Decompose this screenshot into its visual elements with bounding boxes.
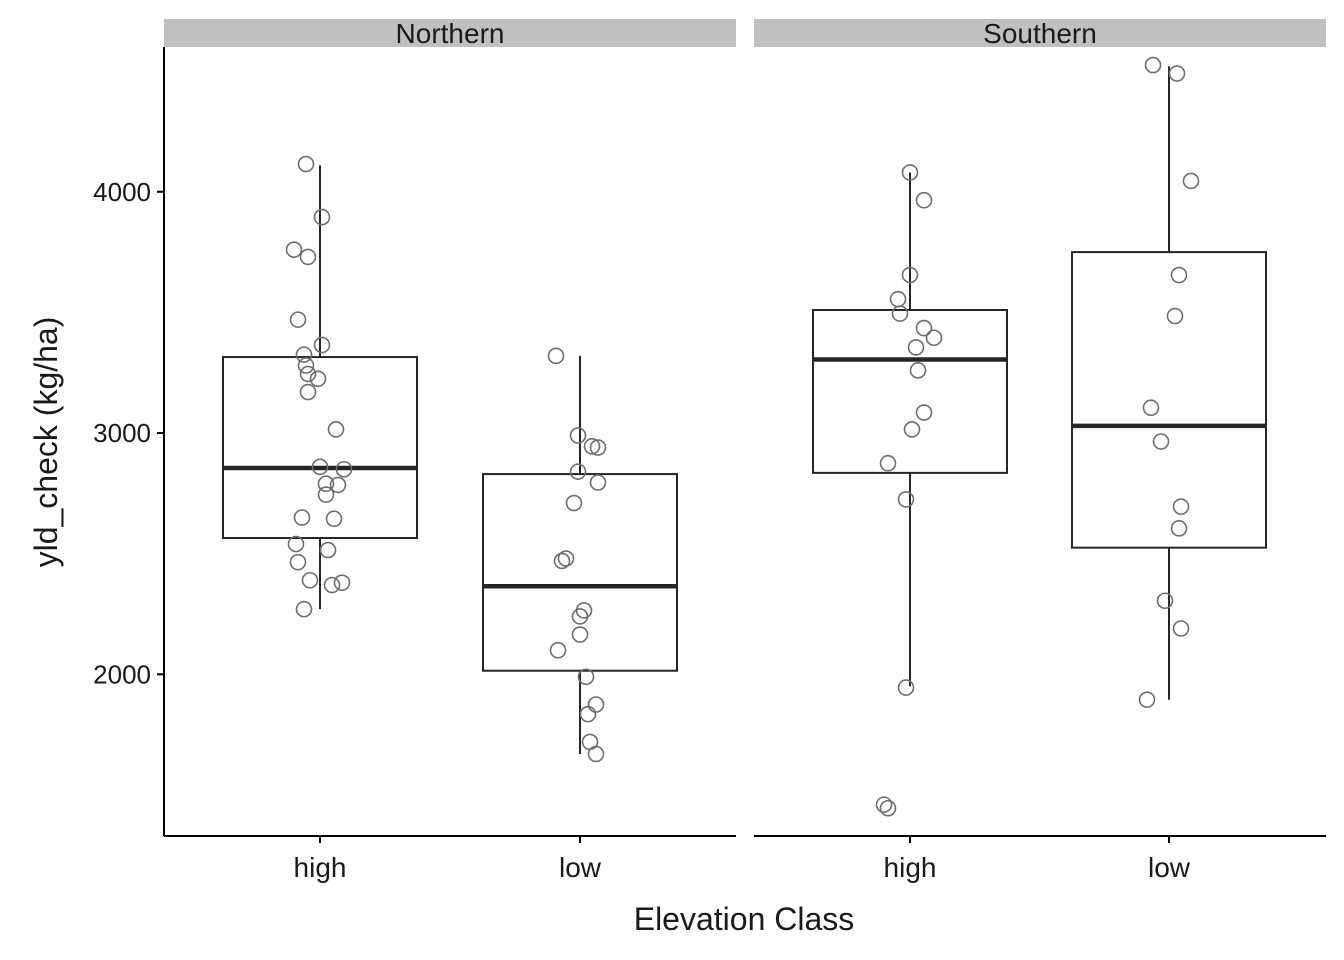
- data-point: [317, 486, 335, 503]
- data-point: [287, 535, 305, 553]
- data-point: [1144, 56, 1162, 74]
- x-tick-label: low: [1148, 852, 1191, 883]
- data-point: [915, 319, 933, 337]
- data-point: [579, 705, 597, 723]
- data-point: [1182, 172, 1200, 190]
- data-point: [915, 404, 933, 421]
- data-point: [299, 248, 317, 266]
- facet-panel-southern: Southern high low: [754, 18, 1326, 883]
- data-point: [1142, 399, 1160, 417]
- data-point: [583, 438, 601, 455]
- data-point: [577, 668, 595, 686]
- box-northern-low: low: [482, 347, 678, 883]
- data-point: [319, 541, 337, 559]
- data-point: [891, 305, 909, 322]
- data-point: [317, 475, 335, 493]
- data-point: [925, 329, 943, 347]
- data-point: [1170, 266, 1188, 284]
- data-point: [313, 336, 331, 354]
- data-point: [289, 553, 307, 571]
- data-point: [557, 550, 575, 567]
- data-point: [589, 474, 607, 491]
- data-point: [907, 339, 925, 356]
- facet-strip: [164, 19, 736, 47]
- data-point: [301, 571, 319, 589]
- data-point: [329, 476, 347, 494]
- data-point: [571, 626, 589, 643]
- data-point: [569, 463, 587, 480]
- data-point: [875, 796, 893, 813]
- data-point: [299, 365, 317, 383]
- data-point: [553, 552, 571, 570]
- y-tick-label: 3000: [93, 418, 151, 448]
- data-point: [313, 208, 331, 226]
- iqr-box: [1071, 251, 1267, 549]
- x-tick-label: high: [884, 852, 937, 883]
- data-point: [323, 576, 341, 594]
- data-point: [549, 641, 567, 659]
- data-point: [909, 362, 927, 379]
- data-point: [903, 421, 921, 438]
- data-point: [335, 460, 353, 478]
- data-point: [327, 421, 345, 438]
- data-point: [889, 290, 907, 308]
- facet-strip-label: Northern: [396, 18, 505, 49]
- panels-layer: Northern 2000 3000 4000 high low Southern high l…: [93, 18, 1326, 883]
- data-point: [587, 745, 605, 763]
- y-tick-label: 2000: [93, 659, 151, 689]
- data-point: [1170, 520, 1188, 537]
- data-point: [293, 509, 311, 526]
- data-point: [879, 799, 897, 817]
- iqr-box: [222, 356, 418, 540]
- data-point: [571, 608, 589, 625]
- box-southern-high: high: [812, 164, 1008, 883]
- data-point: [1172, 620, 1190, 637]
- data-point: [897, 679, 915, 696]
- data-point: [1166, 307, 1184, 325]
- x-tick-label: high: [294, 852, 347, 883]
- x-axis-label: Elevation Class: [634, 901, 855, 937]
- facet-panel-northern: Northern 2000 3000 4000 high low: [93, 18, 736, 883]
- data-point: [297, 357, 315, 374]
- data-point: [295, 600, 313, 618]
- x-tick-label: low: [559, 852, 602, 883]
- data-point: [325, 510, 343, 528]
- iqr-box: [482, 473, 678, 672]
- data-point: [915, 191, 933, 209]
- data-point: [897, 491, 915, 508]
- data-point: [285, 241, 303, 258]
- iqr-box: [812, 309, 1008, 474]
- data-point: [1156, 592, 1174, 610]
- data-point: [289, 311, 307, 328]
- data-point: [569, 427, 587, 444]
- data-point: [333, 574, 351, 591]
- data-point: [1138, 691, 1156, 708]
- box-northern-high: high: [222, 155, 418, 883]
- data-point: [311, 458, 329, 476]
- data-point: [565, 494, 583, 512]
- data-point: [589, 439, 607, 456]
- y-axis-label: yld_check (kg/ha): [28, 317, 64, 568]
- data-point: [299, 383, 317, 401]
- data-point: [295, 346, 313, 363]
- data-point: [1152, 433, 1170, 450]
- data-point: [901, 164, 919, 181]
- data-point: [1172, 498, 1190, 515]
- data-point: [547, 347, 565, 365]
- y-tick-label: 4000: [93, 177, 151, 207]
- box-southern-low: low: [1071, 56, 1267, 883]
- data-point: [879, 454, 897, 472]
- data-point: [309, 370, 327, 388]
- facet-strip: [754, 19, 1326, 47]
- data-point: [587, 696, 605, 713]
- data-point: [297, 155, 315, 173]
- data-point: [901, 266, 919, 284]
- data-point: [1168, 65, 1186, 82]
- facet-strip-label: Southern: [983, 18, 1097, 49]
